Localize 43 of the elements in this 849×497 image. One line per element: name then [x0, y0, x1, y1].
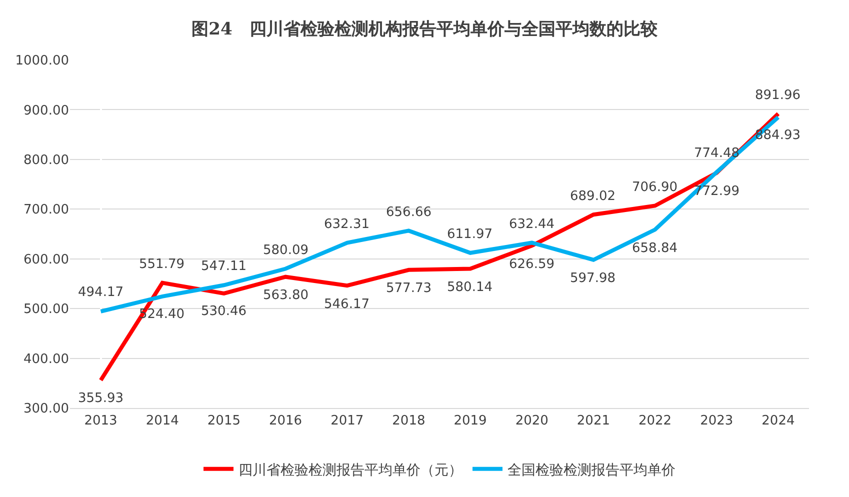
- x-tick-label: 2023: [700, 414, 734, 429]
- data-label: 706.90: [632, 180, 678, 195]
- data-label: 632.31: [324, 217, 370, 232]
- data-label: 611.97: [447, 227, 492, 242]
- y-tick-label: 600.00: [24, 252, 69, 268]
- x-tick-label: 2016: [268, 414, 302, 429]
- y-tick-label: 300.00: [24, 402, 69, 417]
- x-tick-label: 2024: [762, 414, 795, 429]
- data-label: 632.44: [509, 217, 554, 232]
- data-label: 494.17: [78, 285, 124, 300]
- data-label: 689.02: [570, 189, 616, 204]
- data-label: 563.80: [263, 288, 308, 303]
- x-tick-label: 2021: [576, 414, 610, 429]
- x-tick-label: 2017: [330, 414, 364, 429]
- y-tick-label: 1000.00: [15, 54, 69, 69]
- x-tick-label: 2013: [84, 414, 118, 429]
- y-tick-label: 900.00: [24, 103, 69, 118]
- data-label: 656.66: [386, 205, 432, 220]
- chart-title: 图24 四川省检验检测机构报告平均单价与全国平均数的比较: [192, 19, 658, 40]
- x-tick-label: 2022: [638, 414, 672, 429]
- x-tick-label: 2014: [146, 414, 179, 429]
- data-label: 891.96: [755, 88, 800, 103]
- y-tick-label: 800.00: [24, 152, 69, 168]
- legend-label: 四川省检验检测报告平均单价（元）: [238, 462, 462, 478]
- data-label: 547.11: [201, 259, 246, 274]
- y-tick-label: 400.00: [24, 352, 69, 367]
- data-label: 530.46: [201, 304, 246, 319]
- data-label: 577.73: [386, 281, 432, 296]
- data-label: 597.98: [570, 271, 616, 286]
- x-tick-label: 2018: [392, 414, 426, 429]
- data-label: 580.14: [447, 280, 492, 295]
- y-tick-label: 700.00: [24, 202, 69, 218]
- data-label: 626.59: [509, 257, 554, 272]
- data-label: 355.93: [78, 391, 124, 406]
- data-label: 551.79: [139, 257, 184, 272]
- data-label: 580.09: [263, 243, 308, 258]
- x-tick-label: 2019: [454, 414, 487, 429]
- legend-label: 全国检验检测报告平均单价: [508, 462, 676, 478]
- data-label: 546.17: [324, 297, 370, 312]
- x-tick-label: 2015: [207, 414, 241, 429]
- x-tick-label: 2020: [515, 414, 548, 429]
- data-label: 658.84: [632, 241, 678, 256]
- y-tick-label: 500.00: [24, 302, 69, 318]
